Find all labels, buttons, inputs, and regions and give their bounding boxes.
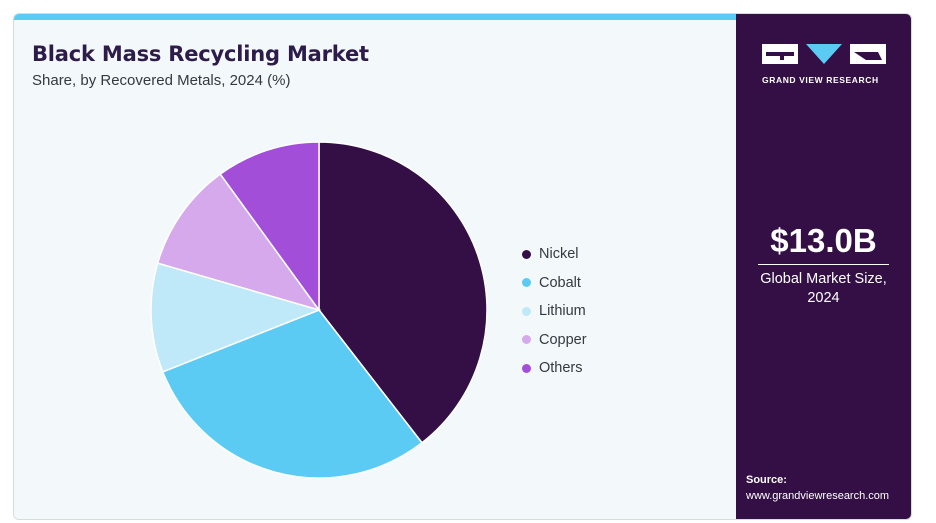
brand-name: GRAND VIEW RESEARCH bbox=[762, 75, 879, 85]
legend-swatch bbox=[522, 278, 531, 288]
market-size-label: Global Market Size, 2024 bbox=[760, 271, 887, 306]
pie-slice-nickel bbox=[318, 141, 488, 444]
market-size-value: $13.0B bbox=[770, 222, 877, 259]
chart-legend: Nickel Cobalt Lithium Copper Others bbox=[522, 240, 587, 383]
legend-swatch bbox=[522, 249, 531, 259]
source-label: Source: bbox=[746, 474, 787, 486]
legend-item-nickel: Nickel bbox=[522, 240, 587, 269]
chart-subtitle: Share, by Recovered Metals, 2024 (%) bbox=[32, 72, 291, 89]
brand-logo: GRAND VIEW RESEARCH bbox=[762, 42, 886, 85]
chart-panel: Black Mass Recycling Market Share, by Re… bbox=[14, 20, 736, 519]
pie-slice-lithium bbox=[150, 262, 322, 373]
source-link[interactable]: www.grandviewresearch.com bbox=[746, 490, 890, 502]
legend-label: Copper bbox=[539, 331, 587, 348]
pie-chart bbox=[150, 141, 488, 479]
legend-label: Lithium bbox=[539, 303, 586, 320]
pie-slice-others bbox=[219, 141, 320, 313]
pie-slice-cobalt bbox=[161, 309, 424, 479]
market-size-panel: GRAND VIEW RESEARCH $13.0B Global Market… bbox=[736, 14, 911, 519]
chart-title: Black Mass Recycling Market bbox=[32, 42, 369, 66]
legend-swatch bbox=[522, 363, 531, 373]
legend-item-cobalt: Cobalt bbox=[522, 269, 587, 298]
pie-slice-copper bbox=[156, 173, 321, 312]
legend-item-others: Others bbox=[522, 354, 587, 383]
legend-label: Others bbox=[539, 360, 583, 377]
legend-label: Nickel bbox=[539, 246, 579, 263]
chart-card: Black Mass Recycling Market Share, by Re… bbox=[13, 13, 912, 520]
legend-label: Cobalt bbox=[539, 274, 581, 291]
legend-swatch bbox=[522, 306, 531, 316]
gvr-logo-icon bbox=[762, 44, 886, 64]
accent-bar bbox=[14, 14, 736, 20]
legend-swatch bbox=[522, 335, 531, 345]
divider bbox=[758, 264, 889, 265]
legend-item-lithium: Lithium bbox=[522, 297, 587, 326]
legend-item-copper: Copper bbox=[522, 326, 587, 355]
